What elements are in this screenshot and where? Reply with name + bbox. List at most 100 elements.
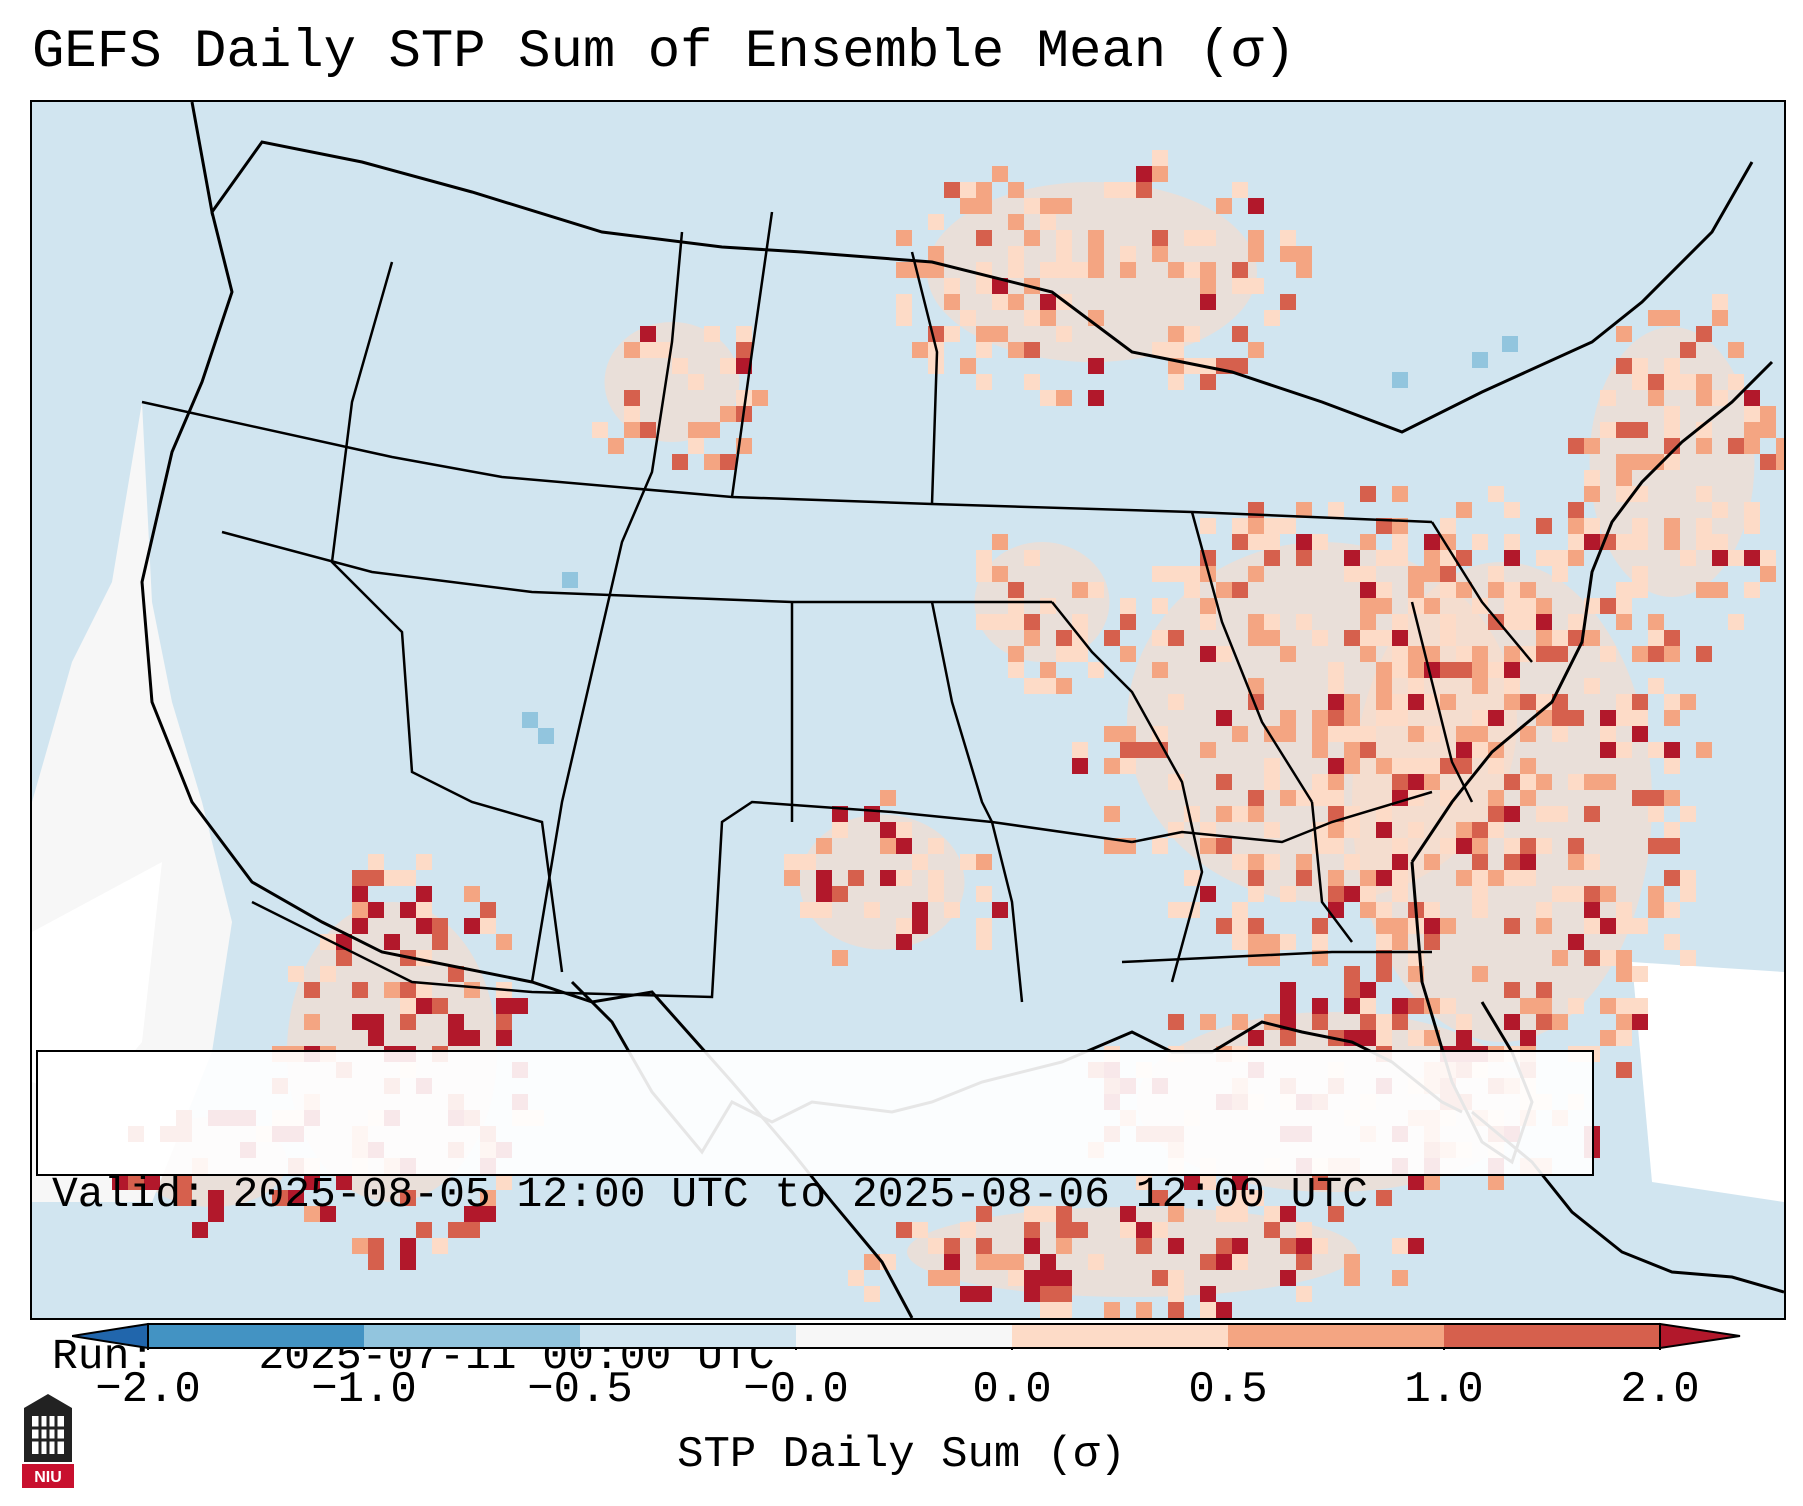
stp-cell	[672, 358, 688, 374]
stp-cell	[1392, 646, 1408, 662]
stp-cell	[1232, 854, 1248, 870]
stp-cell	[1360, 566, 1376, 582]
stp-cell	[1328, 678, 1344, 694]
stp-cell	[1440, 614, 1456, 630]
stp-cell	[880, 790, 896, 806]
stp-cell	[1312, 726, 1328, 742]
stp-cell	[1520, 758, 1536, 774]
stp-cell	[1424, 550, 1440, 566]
stp-cell	[896, 1222, 912, 1238]
stp-cell	[1616, 950, 1632, 966]
stp-cell	[1392, 774, 1408, 790]
map-svg	[32, 102, 1784, 1318]
stp-cell	[1088, 230, 1104, 246]
stp-cell	[1536, 998, 1552, 1014]
stp-cell	[912, 1222, 928, 1238]
stp-cell	[1264, 774, 1280, 790]
stp-cell	[1424, 566, 1440, 582]
stp-cell	[1024, 1222, 1040, 1238]
stp-cell	[1200, 838, 1216, 854]
stp-cell	[1008, 294, 1024, 310]
stp-cell	[1472, 662, 1488, 678]
stp-cell	[1696, 646, 1712, 662]
stp-cell	[208, 1190, 224, 1206]
stp-cell	[1664, 710, 1680, 726]
stp-cell	[1440, 518, 1456, 534]
stp-cell-negative	[1472, 352, 1488, 368]
stp-cell	[1360, 630, 1376, 646]
stp-cell	[1344, 886, 1360, 902]
stp-cell	[944, 1238, 960, 1254]
stp-cell	[1584, 470, 1600, 486]
stp-cell	[1280, 1270, 1296, 1286]
stp-cell	[1664, 630, 1680, 646]
stp-cell	[496, 1014, 512, 1030]
stp-cell	[1568, 534, 1584, 550]
stp-cell	[1584, 518, 1600, 534]
stp-cell	[1504, 614, 1520, 630]
stp-cell	[1744, 550, 1760, 566]
stp-cell	[1584, 950, 1600, 966]
stp-cell	[1520, 838, 1536, 854]
stp-cell	[1712, 582, 1728, 598]
stp-cell	[464, 1030, 480, 1046]
stp-cell	[448, 966, 464, 982]
stp-cell	[1504, 1014, 1520, 1030]
stp-cell	[1072, 614, 1088, 630]
stp-cell	[1376, 582, 1392, 598]
stp-cell	[1376, 598, 1392, 614]
stp-cell	[1008, 662, 1024, 678]
stp-cell	[1168, 566, 1184, 582]
stp-cell	[1696, 326, 1712, 342]
stp-cell	[1600, 390, 1616, 406]
colorbar-title: STP Daily Sum (σ)	[677, 1430, 1126, 1480]
stp-cell	[800, 902, 816, 918]
stp-cell	[1328, 662, 1344, 678]
stp-cell	[1392, 630, 1408, 646]
stp-cell	[880, 838, 896, 854]
stp-cell	[1248, 886, 1264, 902]
stp-cell	[368, 1254, 384, 1270]
colorbar-tick-label: 2.0	[1620, 1365, 1700, 1415]
stp-cell	[1408, 1030, 1424, 1046]
stp-cell	[1216, 1206, 1232, 1222]
stp-cell	[976, 934, 992, 950]
stp-cell	[1200, 278, 1216, 294]
stp-cell	[1408, 774, 1424, 790]
stp-cell	[1168, 694, 1184, 710]
stp-cell	[1376, 806, 1392, 822]
stp-cell	[480, 918, 496, 934]
stp-cell	[1248, 854, 1264, 870]
stp-cell	[1264, 534, 1280, 550]
stp-cell	[1616, 918, 1632, 934]
stp-cell	[960, 854, 976, 870]
stp-cell	[1184, 230, 1200, 246]
stp-cell	[1248, 278, 1264, 294]
stp-cell	[1648, 886, 1664, 902]
stp-cell	[416, 902, 432, 918]
stp-cell	[1360, 982, 1376, 998]
stp-cell	[1504, 646, 1520, 662]
stp-cell	[1472, 646, 1488, 662]
stp-cell	[976, 886, 992, 902]
stp-cell	[1376, 902, 1392, 918]
stp-cell	[1392, 662, 1408, 678]
stp-cell	[864, 1254, 880, 1270]
stp-cell	[992, 294, 1008, 310]
stp-cell	[1248, 342, 1264, 358]
stp-cell	[1648, 678, 1664, 694]
stp-cell	[1152, 1222, 1168, 1238]
colorbar-tick-label: −0.0	[743, 1365, 849, 1415]
stp-cell	[1504, 918, 1520, 934]
stp-cell	[1536, 518, 1552, 534]
stp-cell	[1680, 870, 1696, 886]
stp-cell	[1216, 198, 1232, 214]
stp-cell	[1536, 646, 1552, 662]
stp-cell	[1632, 710, 1648, 726]
stp-cell	[1536, 806, 1552, 822]
stp-cell	[1360, 726, 1376, 742]
stp-cell	[1296, 854, 1312, 870]
stp-cell	[496, 1174, 512, 1190]
stp-cell	[1664, 374, 1680, 390]
stp-cell	[1680, 342, 1696, 358]
